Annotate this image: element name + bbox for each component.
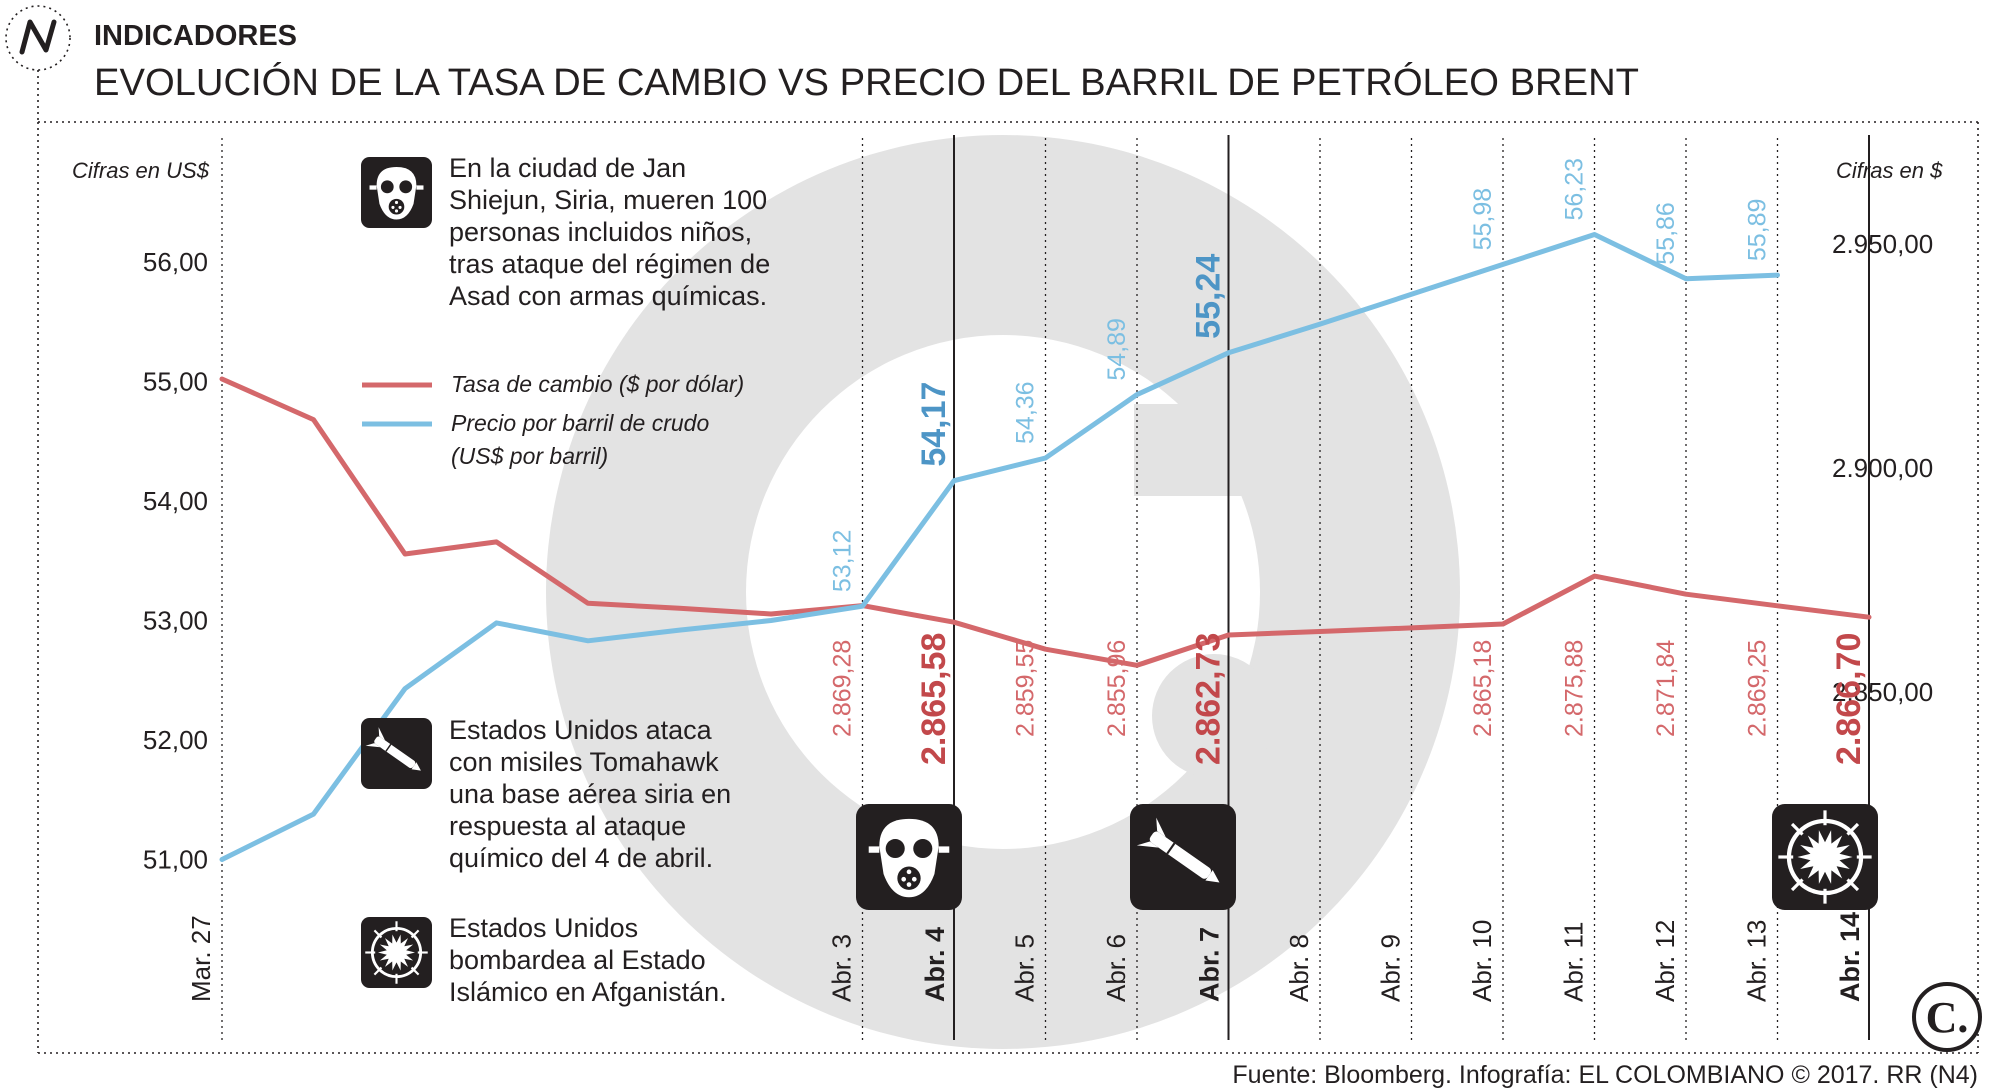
rate-data-label: 2.875,88	[1561, 640, 1589, 737]
x-axis-ticks: Mar. 27 Abr. 3 Abr. 4 Abr. 5 Abr. 6 Abr. 7 Abr…	[186, 912, 1865, 1002]
note-chemical-attack: En la ciudad de Jan Shiejun, Siria, muer…	[449, 153, 771, 311]
legend: Tasa de cambio ($ por dólar) Precio por …	[362, 371, 744, 469]
oil-data-label: 55,24	[1190, 254, 1228, 339]
x-tick-label: Abr. 14	[1835, 912, 1865, 1002]
rate-line	[219, 376, 1872, 668]
left-tick-label: 53,00	[143, 606, 208, 636]
explosion-icon	[361, 917, 432, 988]
left-tick-label: 55,00	[143, 367, 208, 397]
x-tick-label: Abr. 9	[1376, 934, 1406, 1002]
section-label: INDICADORES	[94, 20, 297, 52]
legend-oil-label-unit: (US$ por barril)	[451, 443, 608, 469]
rate-data-label: 2.871,84	[1652, 640, 1680, 737]
note-tomahawk-strike: Estados Unidos ataca con misiles Tomahaw…	[449, 715, 732, 873]
x-tick-label: Abr. 11	[1559, 922, 1589, 1002]
svg-text:C.: C.	[1926, 993, 1969, 1042]
left-tick-label: 56,00	[143, 247, 208, 277]
oil-data-label: 56,23	[1561, 158, 1589, 221]
missile-icon	[1130, 804, 1236, 910]
missile-icon	[361, 718, 432, 789]
rate-data-label: 2.859,55	[1012, 640, 1040, 737]
oil-data-label: 55,98	[1469, 188, 1497, 251]
oil-data-labels: 53,12 54,17 54,36 54,89 55,24 55,98 56,23 55,86…	[829, 158, 1772, 592]
x-tick-label: Abr. 4	[920, 927, 950, 1002]
x-tick-label: Abr. 8	[1284, 934, 1314, 1002]
right-tick-label: 2.950,00	[1832, 229, 1933, 259]
rate-data-label: 2.869,28	[829, 640, 857, 737]
left-tick-label: 52,00	[143, 725, 208, 755]
right-axis-ticks: 2.850,00 2.900,00 2.950,00	[1832, 229, 1933, 707]
x-tick-label: Abr. 5	[1010, 934, 1040, 1002]
rate-data-label: 2.869,25	[1744, 640, 1772, 737]
left-axis-unit: Cifras en US$	[72, 158, 210, 183]
x-tick-label: Abr. 3	[827, 934, 857, 1002]
right-tick-label: 2.850,00	[1832, 677, 1933, 707]
n4-logo	[19, 19, 57, 55]
legend-rate-label: Tasa de cambio ($ por dólar)	[451, 371, 744, 397]
oil-data-label: 54,89	[1103, 318, 1131, 381]
oil-data-label: 53,12	[829, 530, 857, 593]
x-tick-label: Abr. 7	[1195, 927, 1225, 1002]
chart-title: EVOLUCIÓN DE LA TASA DE CAMBIO VS PRECIO…	[94, 61, 1639, 104]
source-note: Fuente: Bloomberg. Infografía: EL COLOMB…	[1232, 1061, 1978, 1089]
left-tick-label: 54,00	[143, 486, 208, 516]
oil-line	[219, 232, 1780, 862]
rate-data-labels: 2.869,28 2.865,58 2.859,55 2.855,96 2.862,73…	[829, 633, 1869, 765]
rate-data-label: 2.865,58	[915, 633, 953, 765]
legend-oil-label: Precio por barril de crudo	[451, 410, 709, 436]
rate-data-label: 2.855,96	[1103, 640, 1131, 737]
x-tick-label: Abr. 6	[1101, 934, 1131, 1002]
oil-data-label: 55,86	[1652, 202, 1680, 265]
chart-frame	[5, 5, 1979, 1054]
right-tick-label: 2.900,00	[1832, 453, 1933, 483]
rate-data-label: 2.862,73	[1190, 633, 1228, 765]
gas-mask-icon	[361, 157, 432, 228]
rate-data-label: 2.865,18	[1469, 640, 1497, 737]
right-axis-unit: Cifras en $	[1836, 158, 1943, 183]
explosion-icon	[1772, 804, 1878, 910]
x-tick-label: Mar. 27	[186, 915, 216, 1002]
el-colombiano-logo: C.	[1912, 982, 1982, 1052]
left-tick-label: 51,00	[143, 845, 208, 875]
oil-data-label: 55,89	[1744, 199, 1772, 262]
note-afghanistan-bombing: Estados Unidos bombardea al Estado Islám…	[449, 913, 727, 1007]
oil-data-label: 54,36	[1012, 381, 1040, 444]
oil-series	[219, 232, 1780, 862]
x-tick-label: Abr. 10	[1467, 920, 1497, 1002]
left-axis-ticks: 51,00 52,00 53,00 54,00 55,00 56,00	[143, 247, 208, 875]
oil-data-label: 54,17	[915, 382, 953, 467]
x-tick-label: Abr. 12	[1650, 920, 1680, 1002]
x-tick-label: Abr. 13	[1742, 920, 1772, 1002]
gas-mask-icon	[856, 804, 962, 910]
rate-data-label: 2.866,70	[1830, 633, 1868, 765]
